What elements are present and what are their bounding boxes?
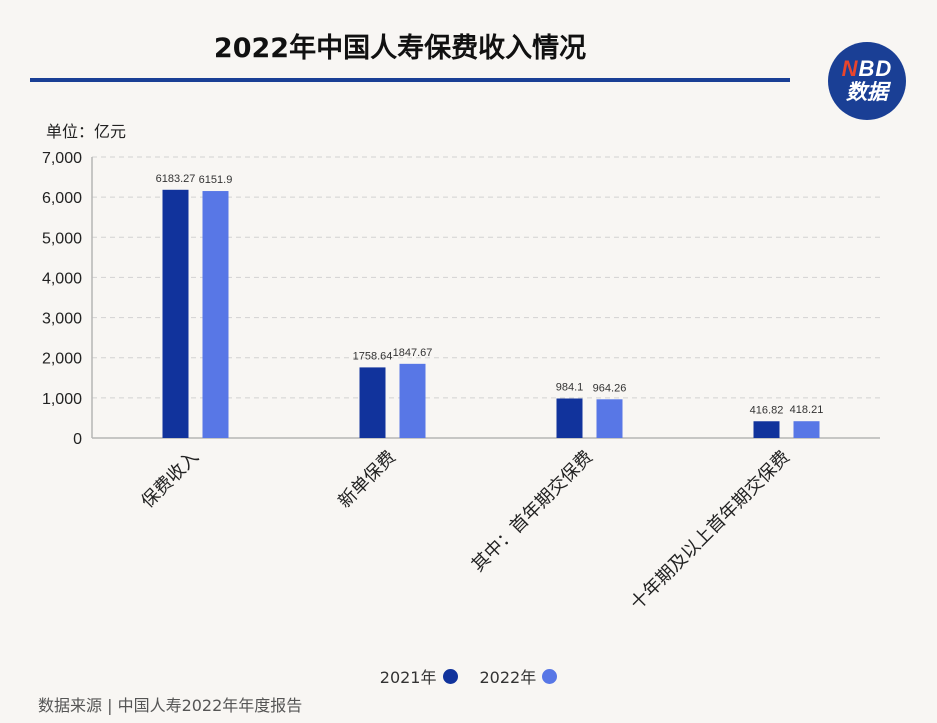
- logo-line2: 数据: [846, 81, 888, 104]
- data-label: 964.26: [593, 382, 627, 394]
- y-tick-label: 6,000: [42, 190, 82, 207]
- unit-label: 单位：亿元: [46, 122, 127, 141]
- bar-2021: [753, 421, 780, 438]
- legend-dot-2021: [442, 668, 458, 684]
- y-tick-label: 0: [73, 431, 82, 448]
- x-category-label: 新单保费: [334, 447, 400, 513]
- nbd-logo: NBD 数据: [828, 42, 906, 120]
- y-tick-label: 4,000: [42, 270, 82, 287]
- bar-2021: [359, 367, 386, 438]
- y-tick-label: 1,000: [42, 391, 82, 408]
- legend-item-2021: 2021年: [380, 664, 458, 688]
- title-underline: [30, 78, 790, 82]
- legend-label-2021: 2021年: [379, 668, 437, 687]
- bar-2022: [596, 399, 623, 438]
- y-tick-label: 3,000: [42, 311, 82, 328]
- source-note: 数据来源 | 中国人寿2022年年度报告: [38, 696, 303, 715]
- legend-label-2022: 2022年: [479, 668, 537, 687]
- bar-2021: [556, 398, 583, 438]
- data-label: 6183.27: [156, 173, 196, 185]
- legend: 2021年 2022年: [0, 664, 937, 688]
- bar-2022: [793, 421, 820, 438]
- logo-line1: NBD: [842, 57, 893, 81]
- bar-2022: [202, 191, 229, 438]
- x-category-label: 十年期及以上首年期交保费: [626, 447, 794, 615]
- bar-2022: [399, 363, 426, 438]
- x-category-label: 保费收入: [137, 447, 203, 513]
- bar-chart: 0 1,000 2,000 3,000 4,000 5,000 6,000 7,000 6183…: [42, 150, 880, 615]
- logo-n: N: [841, 56, 859, 81]
- page-title: 2022年中国人寿保费收入情况: [213, 33, 587, 64]
- x-category-label: 其中：首年期交保费: [468, 447, 597, 576]
- data-label: 418.21: [790, 404, 824, 416]
- data-label: 1847.67: [393, 347, 433, 359]
- logo-bd: BD: [858, 56, 893, 81]
- data-label: 1758.64: [353, 350, 393, 362]
- legend-dot-2022: [542, 668, 558, 684]
- legend-item-2022: 2022年: [480, 664, 558, 688]
- y-tick-label: 2,000: [42, 351, 82, 368]
- bar-2021: [162, 189, 189, 438]
- data-label: 6151.9: [199, 174, 233, 186]
- y-tick-label: 7,000: [42, 150, 82, 167]
- data-label: 416.82: [750, 404, 784, 416]
- y-tick-label: 5,000: [42, 230, 82, 247]
- data-label: 984.1: [556, 381, 584, 393]
